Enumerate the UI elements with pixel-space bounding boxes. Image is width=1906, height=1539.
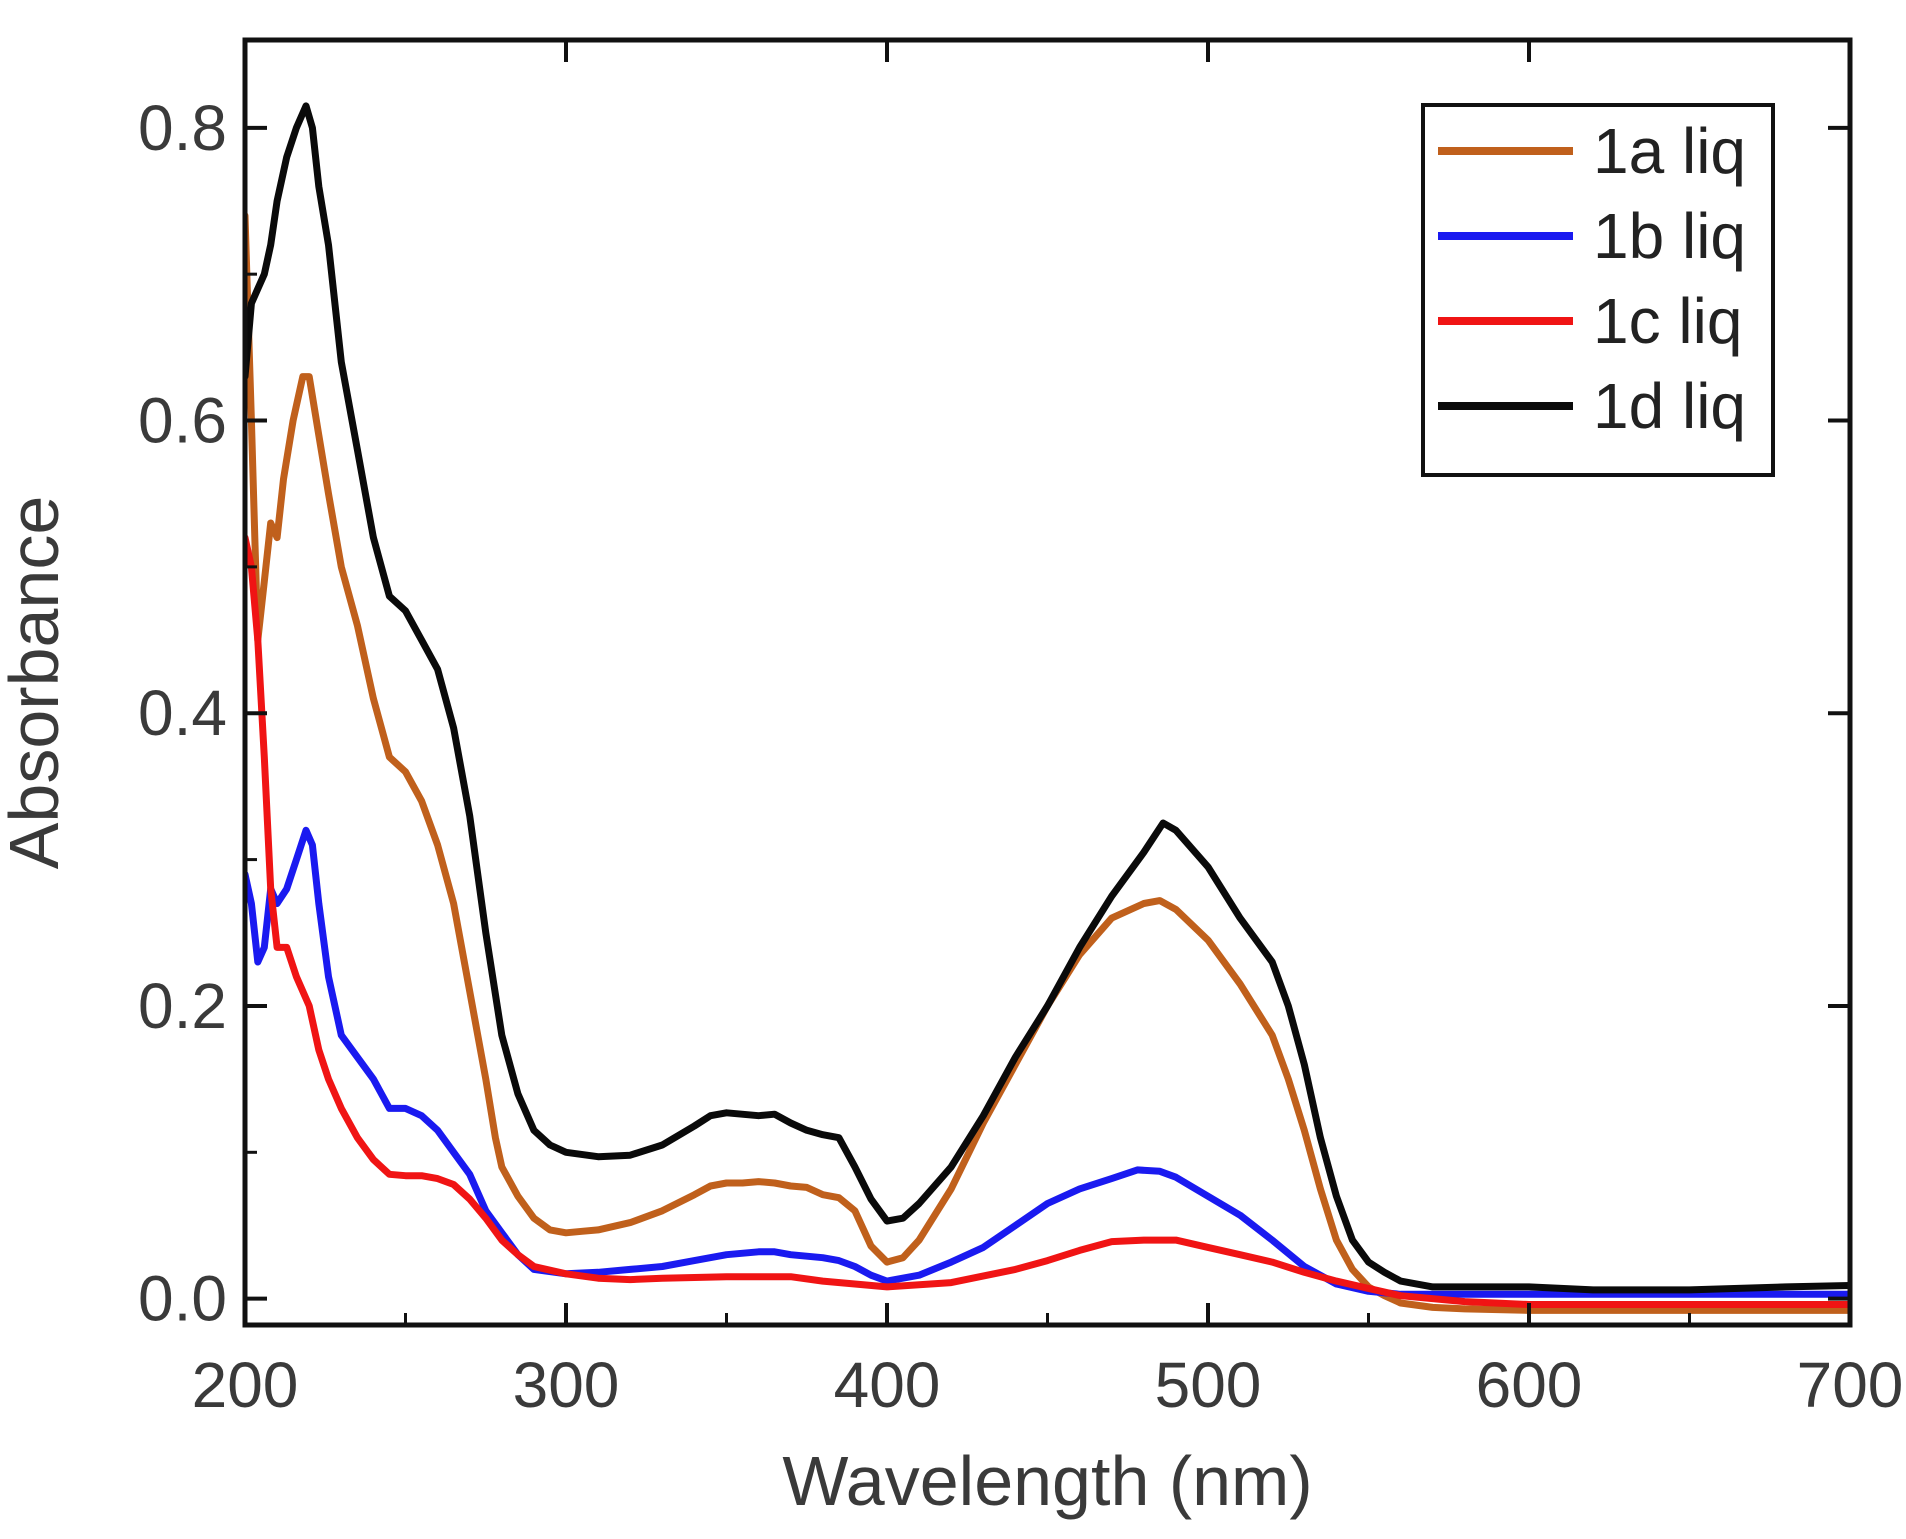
series-line-1b-liq: [245, 826, 1850, 1298]
series-layer: [245, 102, 1850, 1314]
x-tick-label: 400: [834, 1349, 941, 1421]
legend-box: [1421, 103, 1775, 477]
y-tick-label: 0.8: [138, 92, 227, 164]
legend: 1a liq 1b liq 1c liq 1d liq: [1421, 103, 1775, 477]
x-tick-label: 300: [513, 1349, 620, 1421]
y-tick-label: 0.6: [138, 385, 227, 457]
y-tick-label: 0.4: [138, 677, 227, 749]
series-line-1a-liq: [245, 212, 1850, 1314]
x-tick-label: 600: [1476, 1349, 1583, 1421]
y-tick-label: 0.2: [138, 970, 227, 1042]
ticks-layer: 200 300 400 500 600 700 0.0 0.2 0.4 0.6 0.8: [138, 40, 1903, 1421]
series-line-1c-liq: [245, 534, 1850, 1308]
legend-label-1a-liq: 1a liq: [1593, 115, 1746, 187]
y-tick-label: 0.0: [138, 1263, 227, 1335]
legend-label-1b-liq: 1b liq: [1593, 200, 1746, 272]
legend-label-1d-liq: 1d liq: [1593, 370, 1746, 442]
y-axis-title: Absorbance: [0, 496, 73, 870]
x-tick-label: 500: [1155, 1349, 1262, 1421]
x-tick-label: 700: [1797, 1349, 1904, 1421]
x-tick-label: 200: [192, 1349, 299, 1421]
series-line-1d-liq: [245, 102, 1850, 1294]
x-axis-title: Wavelength (nm): [782, 1442, 1312, 1520]
legend-label-1c-liq: 1c liq: [1593, 285, 1742, 357]
